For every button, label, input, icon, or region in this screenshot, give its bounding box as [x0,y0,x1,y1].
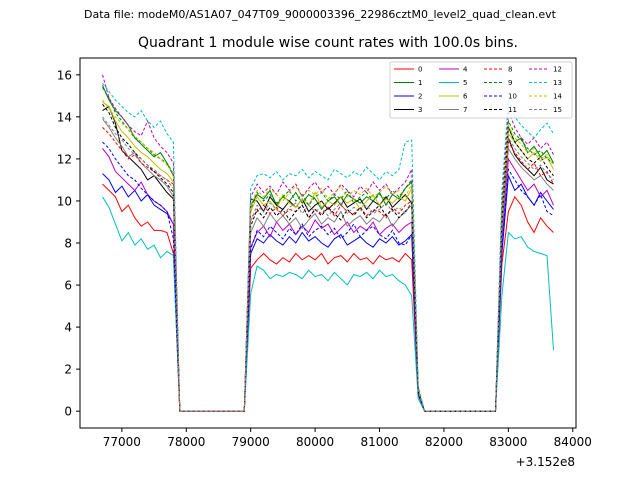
chart-title: Quadrant 1 module wise count rates with … [138,35,518,51]
legend-label-11: 11 [508,106,517,114]
x-tick-label: 81000 [360,435,398,449]
series-line-15 [102,116,554,412]
legend-label-3: 3 [418,106,422,114]
legend-label-1: 1 [418,79,422,87]
x-axis-offset-label: +3.152e8 [516,455,575,469]
series-line-6 [102,101,554,412]
y-tick-label: 10 [57,194,72,208]
series-line-12 [102,74,554,412]
x-tick-label: 78000 [167,435,205,449]
legend-label-14: 14 [553,93,562,101]
series-line-11 [102,103,554,412]
legend-label-7: 7 [463,106,467,114]
y-tick-label: 16 [57,68,72,82]
legend-frame [389,61,573,119]
legend-label-2: 2 [418,93,422,101]
y-tick-label: 12 [57,152,72,166]
legend-label-9: 9 [508,79,512,87]
legend-label-15: 15 [553,106,562,114]
x-axis-ticks: 77000 78000 79000 80000 81000 82000 83000 84000 [103,428,592,449]
x-tick-label: 83000 [489,435,527,449]
series-line-7 [102,118,554,412]
x-tick-label: 80000 [296,435,334,449]
legend-label-6: 6 [463,93,468,101]
legend-label-4: 4 [463,66,468,74]
y-tick-label: 14 [57,110,72,124]
data-file-label: Data file: modeM0/AS1A07_047T09_90000033… [84,8,556,21]
series-line-3 [102,105,554,412]
x-tick-label: 79000 [232,435,270,449]
legend-label-0: 0 [418,66,422,74]
y-axis-ticks: 0 2 4 6 8 10 12 14 16 [57,68,80,419]
y-tick-label: 4 [64,321,72,335]
legend-label-5: 5 [463,79,467,87]
series-line-10 [102,141,554,412]
legend-label-12: 12 [553,66,562,74]
y-tick-label: 6 [64,279,72,293]
legend-label-8: 8 [508,66,512,74]
plot-series [102,74,554,412]
series-line-4 [102,148,554,412]
x-tick-label: 82000 [425,435,463,449]
series-line-9 [102,87,554,412]
y-tick-label: 8 [64,237,72,251]
series-line-5 [102,196,554,412]
legend-label-10: 10 [508,93,517,101]
x-tick-label: 77000 [103,435,141,449]
x-tick-label: 84000 [554,435,592,449]
y-tick-label: 2 [64,363,72,377]
series-line-14 [102,99,554,412]
series-line-1 [102,85,554,412]
y-tick-label: 0 [64,405,72,419]
legend-label-13: 13 [553,79,562,87]
